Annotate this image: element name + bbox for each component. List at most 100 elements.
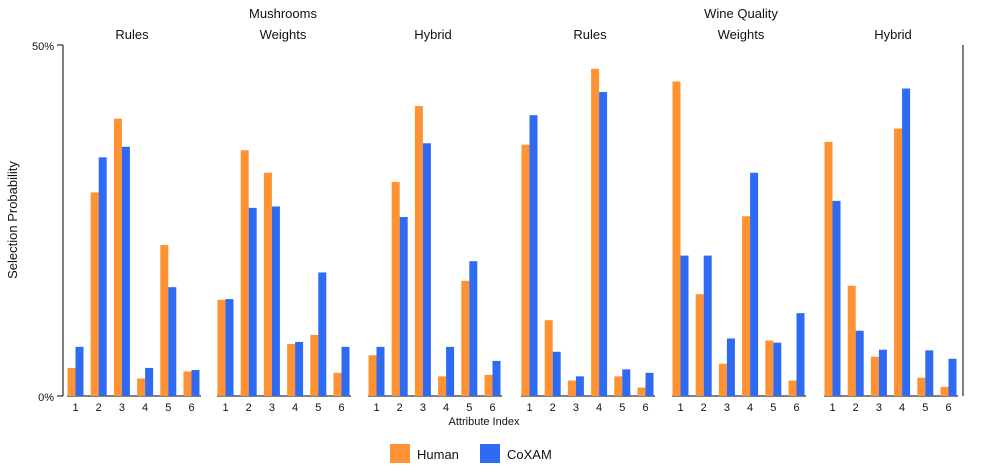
bar-panel-2-coxam-attr-5: [318, 272, 327, 396]
x-tick-label-panel-4-2: 2: [550, 402, 556, 414]
y-axis-label: Selection Probability: [5, 161, 20, 279]
bar-panel-5-coxam-attr-4: [750, 172, 759, 396]
x-tick-label-panel-3-3: 3: [420, 402, 426, 414]
bar-panel-3-coxam-attr-6: [492, 360, 501, 396]
x-tick-label-panel-5-6: 6: [793, 402, 799, 414]
bar-panel-1-human-attr-4: [137, 378, 146, 396]
bar-panel-2-human-attr-6: [333, 372, 342, 396]
bar-panel-3-human-attr-2: [391, 181, 400, 396]
bar-panel-5-coxam-attr-5: [773, 342, 782, 396]
bar-panel-5-coxam-attr-2: [703, 255, 712, 396]
bar-panel-3-human-attr-5: [461, 280, 470, 396]
legend-label-coxam: CoXAM: [507, 447, 552, 462]
bar-panel-3-human-attr-3: [414, 106, 423, 396]
bar-panel-2-coxam-attr-6: [341, 346, 350, 396]
bar-panel-2-human-attr-3: [263, 172, 272, 396]
x-tick-label-panel-3-5: 5: [466, 402, 472, 414]
bar-panel-2-human-attr-1: [217, 299, 226, 396]
bar-panel-5-coxam-attr-1: [680, 255, 689, 396]
bar-panel-2-coxam-attr-3: [271, 206, 280, 396]
bar-panel-6-human-attr-6: [940, 386, 949, 396]
bar-panel-2-coxam-attr-4: [295, 341, 304, 396]
x-tick-label-panel-6-3: 3: [876, 402, 882, 414]
panel-title-mushrooms-hybrid: Hybrid: [414, 27, 452, 42]
bar-panel-1-human-attr-6: [183, 371, 192, 396]
bar-panel-4-coxam-attr-6: [645, 372, 654, 396]
bar-panel-5-human-attr-6: [788, 380, 797, 396]
bar-panel-4-human-attr-3: [567, 380, 576, 396]
bar-panel-1-human-attr-2: [90, 192, 99, 396]
bar-panel-6-coxam-attr-6: [948, 358, 957, 396]
bar-panel-4-human-attr-4: [591, 68, 600, 397]
bar-panel-6-human-attr-2: [847, 285, 856, 396]
bar-panel-6-coxam-attr-3: [878, 349, 887, 396]
group-title-mushrooms: Mushrooms: [249, 6, 317, 21]
x-tick-label-panel-5-2: 2: [701, 402, 707, 414]
x-tick-label-panel-6-4: 4: [899, 402, 905, 414]
x-tick-label-panel-2-6: 6: [338, 402, 344, 414]
bar-panel-6-human-attr-1: [824, 141, 833, 396]
bar-panel-5-coxam-attr-3: [726, 338, 735, 396]
bar-panel-5-coxam-attr-6: [796, 313, 805, 396]
bar-panel-1-coxam-attr-4: [145, 367, 154, 396]
x-tick-label-panel-3-6: 6: [489, 402, 495, 414]
bar-panel-1-coxam-attr-5: [168, 287, 177, 396]
legend-label-human: Human: [417, 447, 459, 462]
bar-panel-2-human-attr-2: [240, 150, 249, 396]
legend: Human CoXAM: [390, 444, 552, 463]
bar-panel-1-human-attr-1: [67, 367, 76, 396]
x-tick-label-panel-5-1: 1: [677, 402, 683, 414]
panel-title-mushrooms-rules: Rules: [115, 27, 149, 42]
legend-swatch-human: [390, 444, 410, 463]
x-tick-label-panel-6-5: 5: [922, 402, 928, 414]
x-tick-label-panel-1-1: 1: [72, 402, 78, 414]
bar-panel-5-human-attr-3: [718, 363, 727, 396]
bars-layer: 1 2 3 4 5 6 1 2 3 4 5 6 1 2 3 4 5 6 1 2 3 4 5 6 1 2 3 4 5 6 1 2 3 4 5 6: [67, 68, 958, 414]
bar-panel-4-coxam-attr-2: [552, 351, 561, 396]
group-title-wine-quality: Wine Quality: [704, 6, 778, 21]
bar-panel-4-coxam-attr-5: [622, 369, 631, 396]
bar-panel-5-human-attr-4: [742, 216, 751, 396]
bar-panel-3-human-attr-6: [484, 374, 493, 396]
x-tick-label-panel-6-2: 2: [853, 402, 859, 414]
bar-panel-2-coxam-attr-2: [248, 207, 257, 396]
bar-panel-1-coxam-attr-6: [191, 370, 200, 396]
bar-panel-4-human-attr-6: [637, 387, 646, 396]
x-tick-label-panel-1-2: 2: [96, 402, 102, 414]
x-tick-label-panel-5-4: 4: [747, 402, 753, 414]
x-tick-label-panel-4-5: 5: [619, 402, 625, 414]
bar-panel-3-coxam-attr-2: [399, 216, 408, 396]
x-tick-label-panel-4-6: 6: [642, 402, 648, 414]
bar-panel-6-coxam-attr-4: [902, 88, 911, 397]
y-tick-label-max: 50%: [32, 41, 54, 53]
x-tick-label-panel-2-5: 5: [315, 402, 321, 414]
bar-panel-6-human-attr-4: [894, 128, 903, 396]
bar-panel-1-coxam-attr-1: [75, 346, 84, 396]
x-tick-label-panel-1-4: 4: [142, 402, 148, 414]
panel-title-mushrooms-weights: Weights: [260, 27, 307, 42]
bar-panel-1-coxam-attr-3: [121, 146, 130, 396]
bar-panel-4-human-attr-1: [521, 144, 530, 396]
bar-panel-3-human-attr-4: [438, 376, 447, 396]
x-tick-label-panel-2-4: 4: [292, 402, 298, 414]
bar-panel-2-human-attr-5: [310, 334, 319, 396]
legend-swatch-coxam: [480, 444, 500, 463]
y-tick-label-min: 0%: [38, 392, 54, 404]
bar-panel-5-human-attr-5: [765, 340, 774, 396]
x-tick-label-panel-2-1: 1: [222, 402, 228, 414]
bar-panel-1-human-attr-5: [160, 245, 169, 396]
panel-title-wine-weights: Weights: [718, 27, 765, 42]
bar-panel-2-human-attr-4: [287, 344, 296, 396]
bar-panel-1-coxam-attr-2: [98, 157, 107, 396]
panel-title-wine-hybrid: Hybrid: [874, 27, 912, 42]
x-tick-label-panel-1-5: 5: [165, 402, 171, 414]
bar-panel-6-coxam-attr-1: [832, 200, 841, 396]
x-tick-label-panel-2-2: 2: [246, 402, 252, 414]
x-tick-label-panel-1-6: 6: [188, 402, 194, 414]
x-axis-label: Attribute Index: [449, 416, 520, 428]
bar-panel-3-coxam-attr-5: [469, 261, 478, 396]
bar-panel-4-coxam-attr-4: [599, 92, 608, 396]
bar-panel-3-human-attr-1: [368, 355, 377, 396]
x-tick-label-panel-4-3: 3: [573, 402, 579, 414]
